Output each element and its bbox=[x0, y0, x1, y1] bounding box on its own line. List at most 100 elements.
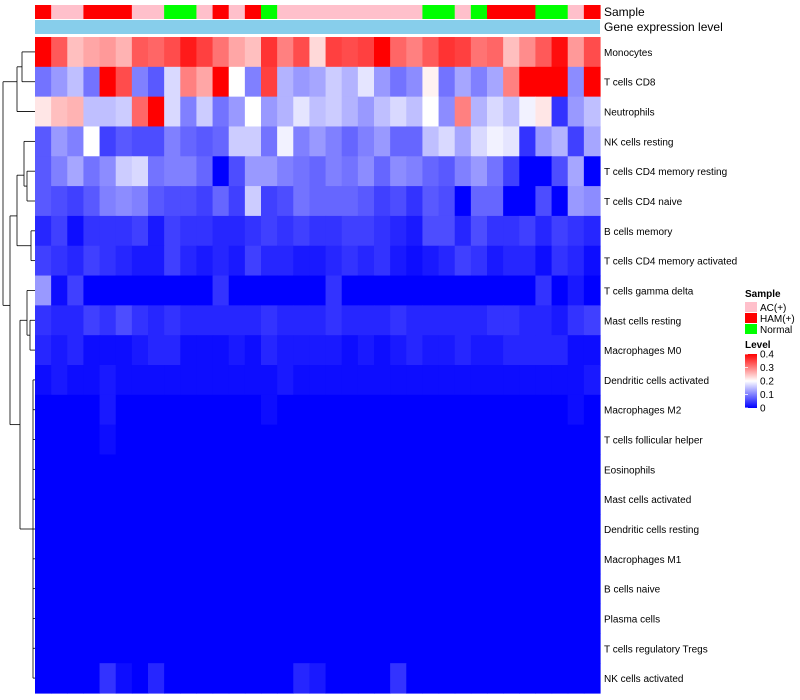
heatmap-cell bbox=[99, 394, 117, 426]
heatmap-cell bbox=[519, 126, 537, 157]
heatmap-cell bbox=[406, 543, 424, 575]
row-label: Eosinophils bbox=[604, 465, 655, 476]
heatmap-cell bbox=[35, 186, 52, 217]
heatmap-cell bbox=[454, 96, 472, 128]
heatmap-cell bbox=[196, 215, 214, 247]
heatmap-cell bbox=[325, 186, 343, 217]
heatmap-cell bbox=[454, 305, 472, 336]
legend-sample-label: Normal bbox=[760, 325, 792, 336]
heatmap-cell bbox=[438, 245, 456, 277]
heatmap-cell bbox=[51, 663, 68, 694]
heatmap-cell bbox=[567, 573, 585, 605]
heatmap-cell bbox=[277, 96, 294, 128]
heatmap-cell bbox=[51, 156, 68, 187]
heatmap-cell bbox=[115, 156, 133, 187]
heatmap-cell bbox=[164, 484, 181, 515]
heatmap-cell bbox=[551, 245, 569, 277]
heatmap-cell bbox=[115, 186, 133, 217]
heatmap-cell bbox=[454, 126, 472, 157]
sample-cell bbox=[196, 5, 214, 19]
heatmap-cell bbox=[83, 663, 101, 694]
heatmap-cell bbox=[374, 156, 391, 187]
heatmap-cell bbox=[148, 275, 165, 306]
heatmap-cell bbox=[51, 335, 68, 366]
heatmap-cell bbox=[115, 335, 133, 366]
heatmap-cell bbox=[83, 186, 101, 217]
heatmap-cell bbox=[277, 215, 294, 247]
heatmap-cell bbox=[406, 633, 424, 664]
heatmap-cell bbox=[131, 126, 149, 157]
sample-cell bbox=[35, 5, 52, 19]
heatmap-cell bbox=[277, 573, 294, 605]
heatmap-cell bbox=[277, 424, 294, 456]
heatmap-cell bbox=[35, 394, 52, 426]
heatmap-cell bbox=[293, 424, 311, 456]
heatmap-cell bbox=[83, 215, 101, 247]
heatmap-cell bbox=[261, 454, 278, 485]
heatmap-cell bbox=[228, 37, 246, 68]
heatmap-cell bbox=[83, 275, 101, 306]
sample-cell bbox=[454, 5, 472, 19]
heatmap-cell bbox=[196, 156, 214, 187]
heatmap-cell bbox=[503, 365, 520, 396]
heatmap-cell bbox=[148, 663, 165, 694]
heatmap-cell bbox=[51, 96, 68, 128]
heatmap-cell bbox=[131, 66, 149, 98]
heatmap-cell bbox=[261, 245, 278, 277]
heatmap-cell bbox=[519, 394, 537, 426]
heatmap-cell bbox=[261, 424, 278, 456]
heatmap-cell bbox=[519, 603, 537, 634]
heatmap-cell bbox=[99, 66, 117, 98]
heatmap-cell bbox=[196, 633, 214, 664]
expression-annotation-track bbox=[35, 20, 600, 34]
heatmap-cell bbox=[228, 215, 246, 247]
heatmap-cell bbox=[212, 365, 230, 396]
heatmap-cell bbox=[519, 335, 537, 366]
heatmap-cell bbox=[244, 543, 262, 575]
heatmap-cell bbox=[131, 573, 149, 605]
heatmap-cell bbox=[357, 514, 375, 545]
heatmap-cell bbox=[487, 245, 504, 277]
heatmap-cell bbox=[115, 37, 133, 68]
heatmap-cell bbox=[293, 514, 311, 545]
heatmap-cell bbox=[148, 394, 165, 426]
heatmap-cell bbox=[309, 215, 327, 247]
heatmap-cell bbox=[438, 394, 456, 426]
heatmap-cell bbox=[148, 37, 165, 68]
heatmap-cell bbox=[535, 633, 553, 664]
heatmap-cell bbox=[35, 126, 52, 157]
heatmap-cell bbox=[261, 603, 278, 634]
heatmap-cell bbox=[535, 66, 553, 98]
heatmap-cell bbox=[357, 66, 375, 98]
heatmap-cell bbox=[261, 335, 278, 366]
heatmap-cell bbox=[115, 454, 133, 485]
heatmap-cell bbox=[583, 365, 601, 396]
heatmap-cell bbox=[293, 484, 311, 515]
heatmap-cell bbox=[244, 603, 262, 634]
heatmap-cell bbox=[115, 663, 133, 694]
heatmap-cell bbox=[131, 484, 149, 515]
sample-cell bbox=[164, 5, 181, 19]
heatmap-cell bbox=[148, 66, 165, 98]
heatmap-cell bbox=[99, 633, 117, 664]
heatmap-cell bbox=[67, 37, 85, 68]
heatmap-cell bbox=[212, 215, 230, 247]
heatmap-cell bbox=[374, 424, 391, 456]
heatmap-cell bbox=[454, 156, 472, 187]
heatmap-cell bbox=[244, 484, 262, 515]
heatmap-cell bbox=[228, 275, 246, 306]
sample-cell bbox=[470, 5, 488, 19]
heatmap-cell bbox=[551, 37, 569, 68]
heatmap-cell bbox=[293, 156, 311, 187]
heatmap-cell bbox=[535, 394, 553, 426]
heatmap-cell bbox=[196, 573, 214, 605]
heatmap-cell bbox=[583, 186, 601, 217]
heatmap-cell bbox=[487, 484, 504, 515]
sample-cell bbox=[309, 5, 327, 19]
sample-cell bbox=[567, 5, 585, 19]
heatmap-cell bbox=[309, 543, 327, 575]
heatmap-cell bbox=[470, 603, 488, 634]
legend-level-tick: 0.4 bbox=[760, 350, 774, 361]
heatmap-cell bbox=[196, 305, 214, 336]
row-label: T cells regulatory Tregs bbox=[604, 644, 708, 655]
